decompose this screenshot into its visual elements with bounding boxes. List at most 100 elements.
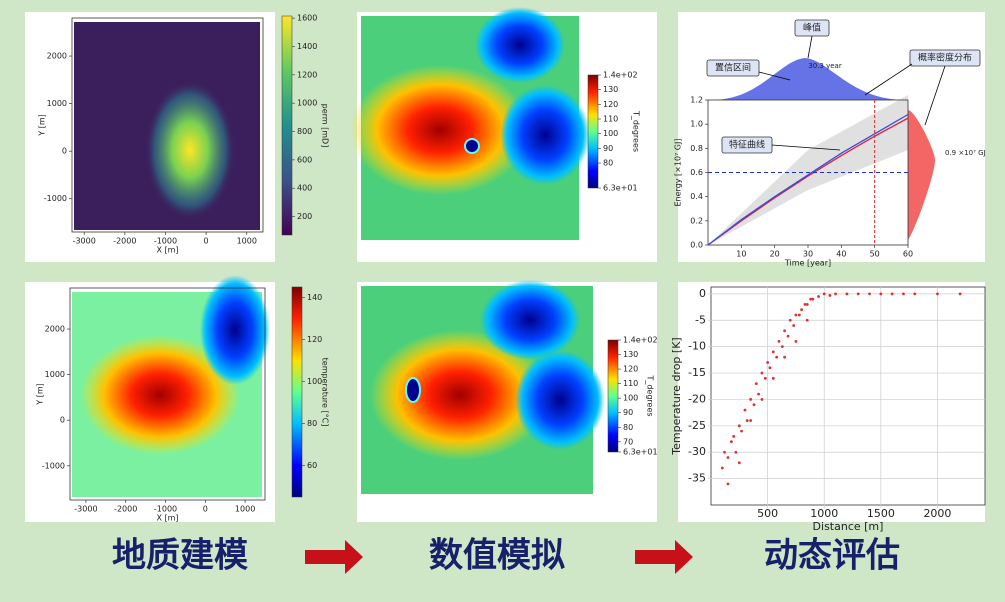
- point: [783, 355, 786, 359]
- point: [797, 313, 801, 317]
- point: [936, 292, 939, 296]
- point: [879, 292, 883, 296]
- annotation: 特征曲线: [729, 139, 765, 151]
- x-axis-label: Distance [m]: [813, 520, 884, 533]
- x-tick-label: 0: [204, 237, 209, 246]
- x-tick-label: -1000: [154, 505, 177, 514]
- point: [958, 292, 962, 296]
- point: [822, 292, 826, 296]
- step-label: 地质建模: [112, 536, 248, 576]
- hot-zone: [370, 330, 550, 460]
- plot-frame: [71, 17, 264, 233]
- colorbar: [587, 74, 599, 189]
- point: [800, 308, 803, 312]
- point: [737, 461, 741, 465]
- annotation-box: [706, 59, 760, 77]
- point: [845, 292, 849, 296]
- colorbar-tick-label: 90: [623, 408, 633, 417]
- colorbar-label: T_degrees: [646, 374, 655, 416]
- y-tick-label: -30: [688, 445, 706, 458]
- point: [817, 295, 820, 298]
- colorbar-tick-label: 120: [623, 365, 638, 374]
- y-tick-label: -1000: [44, 194, 67, 203]
- y-tick-label: 1000: [47, 99, 67, 108]
- colorbar-tick-label: 70: [623, 437, 633, 446]
- colorbar-label: T_degrees: [632, 110, 641, 152]
- annotation: 30.3 year: [808, 62, 842, 70]
- y-tick-label: 0: [699, 287, 706, 300]
- annotation-arrow: [758, 71, 791, 81]
- point: [760, 371, 764, 375]
- point: [780, 345, 784, 349]
- x-tick-label: -3000: [74, 505, 97, 514]
- y-tick-label: 1.2: [690, 96, 703, 105]
- y-tick-label: 2000: [47, 52, 67, 61]
- x-tick-label: 30: [803, 250, 813, 259]
- colorbar-tick-label: 600: [297, 155, 312, 164]
- colorbar-tick-label: 110: [623, 379, 638, 388]
- y-tick-label: 0.0: [690, 241, 703, 250]
- x-tick-label: 1000: [237, 237, 257, 246]
- plot-frame: [710, 286, 986, 506]
- y-tick-label: -35: [688, 472, 706, 485]
- point: [786, 334, 790, 338]
- colorbar-tick-label: 80: [603, 159, 613, 168]
- colorbar-tick-label: 6.3e+01: [623, 448, 658, 457]
- y-tick-label: 1.0: [690, 120, 703, 129]
- point: [788, 318, 792, 322]
- colorbar: [281, 15, 293, 236]
- point: [771, 376, 775, 380]
- point: [811, 297, 815, 301]
- x-tick-label: 0: [203, 505, 208, 514]
- cold-zone: [480, 280, 580, 360]
- well: [405, 377, 421, 403]
- x-tick-label: 1500: [867, 507, 895, 520]
- point: [745, 419, 749, 422]
- x-tick-label: -1000: [154, 237, 177, 246]
- arrow: [305, 540, 363, 574]
- y-axis-label: Energy [×10⁷ GJ]: [674, 139, 683, 207]
- colorbar-tick-label: 400: [297, 184, 312, 193]
- field-images: [72, 7, 935, 497]
- hot-zone: [350, 65, 530, 195]
- cold-zone: [515, 350, 605, 450]
- annotation-arrow: [771, 144, 841, 151]
- colorbar-tick-label: 800: [297, 127, 312, 136]
- step-label: 数值模拟: [429, 536, 565, 576]
- hot-zone: [80, 335, 240, 455]
- y-tick-label: -5: [695, 313, 706, 326]
- colorbar-tick-label: 200: [297, 212, 312, 221]
- point: [794, 313, 798, 317]
- point: [754, 382, 758, 385]
- point: [775, 355, 779, 359]
- y-tick-label: 0: [60, 416, 65, 425]
- point: [856, 292, 860, 296]
- point: [828, 294, 832, 297]
- point: [771, 350, 775, 354]
- y-axis-label: Y [m]: [38, 114, 47, 136]
- annotation: 置信区间: [715, 62, 751, 74]
- colorbar-tick-label: 1400: [297, 42, 317, 51]
- y-tick-label: -20: [688, 392, 706, 405]
- point: [726, 482, 730, 486]
- x-tick-label: -3000: [73, 237, 96, 246]
- colorbar-label: perm [mD]: [321, 104, 330, 148]
- annotation-arrow: [864, 63, 913, 96]
- annotation-arrow: [807, 35, 813, 59]
- point: [792, 324, 796, 327]
- x-axis-label: X [m]: [156, 514, 178, 523]
- colorbar-tick-label: 1.4e+02: [603, 71, 638, 80]
- point: [737, 424, 741, 428]
- colorbar-tick-label: 120: [307, 335, 322, 344]
- y-tick-label: -1000: [42, 461, 65, 470]
- y-axis-label: Temperature drop [K]: [670, 337, 683, 455]
- point: [723, 450, 726, 454]
- point: [726, 456, 730, 459]
- point: [720, 466, 724, 470]
- point: [777, 339, 781, 343]
- point: [902, 292, 905, 296]
- arrows: [305, 540, 693, 574]
- y-tick-label: -10: [688, 340, 706, 353]
- annotation: 概率密度分布: [918, 52, 972, 64]
- colorbar-tick-label: 90: [603, 144, 613, 153]
